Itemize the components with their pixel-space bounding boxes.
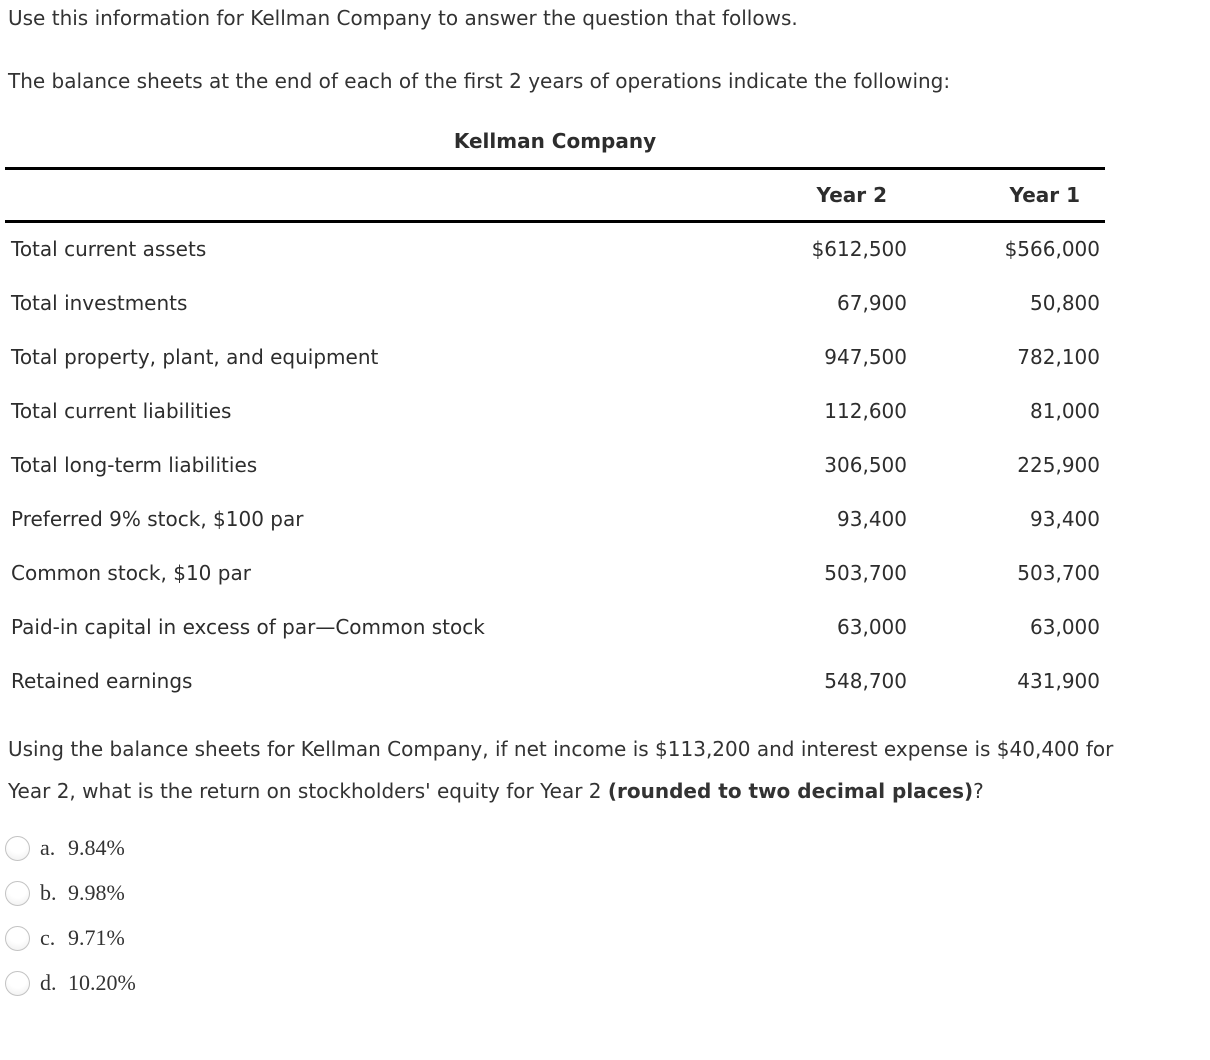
option-a-letter: a. bbox=[40, 835, 56, 860]
table-title: Kellman Company bbox=[453, 129, 657, 153]
radio-option-b[interactable] bbox=[5, 880, 30, 906]
year2-value: 306,500 bbox=[824, 452, 907, 477]
question-text-suffix: ? bbox=[973, 778, 984, 803]
header-empty-cell bbox=[5, 167, 717, 223]
option-d-letter: d. bbox=[40, 970, 57, 995]
option-c[interactable]: c. 9.71% bbox=[5, 916, 1210, 961]
row-label: Total investments bbox=[11, 290, 188, 315]
option-b[interactable]: b. 9.98% bbox=[5, 871, 1210, 916]
year1-value: 93,400 bbox=[1030, 506, 1100, 531]
option-a-value: 9.84% bbox=[68, 835, 125, 860]
option-b-value: 9.98% bbox=[68, 880, 125, 905]
table-row: Retained earnings 548,700 431,900 bbox=[5, 654, 1105, 708]
row-label: Retained earnings bbox=[11, 668, 193, 693]
year1-value: $566,000 bbox=[1004, 237, 1100, 262]
row-label: Total current assets bbox=[11, 237, 207, 262]
table-row: Preferred 9% stock, $100 par 93,400 93,4… bbox=[5, 492, 1105, 546]
option-c-letter: c. bbox=[40, 925, 56, 950]
year2-value: 503,700 bbox=[824, 560, 907, 585]
table-row: Total current assets $612,500 $566,000 bbox=[5, 222, 1105, 276]
option-b-letter: b. bbox=[40, 880, 57, 905]
row-label: Paid-in capital in excess of par—Common … bbox=[11, 614, 485, 639]
year1-value: 50,800 bbox=[1030, 290, 1100, 315]
option-d-value: 10.20% bbox=[68, 970, 136, 995]
row-label: Total long-term liabilities bbox=[11, 452, 258, 477]
question-text-bold: (rounded to two decimal places) bbox=[607, 778, 974, 803]
year2-value: 548,700 bbox=[824, 668, 907, 693]
year1-value: 782,100 bbox=[1017, 344, 1100, 369]
year2-value: 112,600 bbox=[824, 398, 907, 423]
table-row: Total investments 67,900 50,800 bbox=[5, 276, 1105, 330]
year2-value: 67,900 bbox=[837, 290, 907, 315]
year2-value: $612,500 bbox=[811, 237, 907, 262]
option-a[interactable]: a. 9.84% bbox=[5, 826, 1210, 871]
question-text-regular: Using the balance sheets for Kellman Com… bbox=[8, 736, 1114, 803]
year1-value: 63,000 bbox=[1030, 614, 1100, 639]
year2-value: 93,400 bbox=[837, 506, 907, 531]
option-c-value: 9.71% bbox=[68, 925, 125, 950]
header-year2: Year 2 bbox=[717, 167, 912, 223]
question-text: Using the balance sheets for Kellman Com… bbox=[8, 728, 1128, 812]
row-label: Common stock, $10 par bbox=[11, 560, 251, 585]
radio-option-a[interactable] bbox=[5, 835, 30, 861]
table-row: Common stock, $10 par 503,700 503,700 bbox=[5, 546, 1105, 600]
year1-value: 81,000 bbox=[1030, 398, 1100, 423]
answer-options: a. 9.84% b. 9.98% c. 9.71% d. 10.20% bbox=[5, 826, 1210, 1006]
radio-option-d[interactable] bbox=[5, 970, 30, 996]
year1-value: 225,900 bbox=[1017, 452, 1100, 477]
year2-value: 63,000 bbox=[837, 614, 907, 639]
option-d[interactable]: d. 10.20% bbox=[5, 961, 1210, 1006]
header-year1: Year 1 bbox=[912, 167, 1105, 223]
radio-option-c[interactable] bbox=[5, 925, 30, 951]
intro-text-1: Use this information for Kellman Company… bbox=[8, 6, 798, 30]
year1-value: 503,700 bbox=[1017, 560, 1100, 585]
table-row: Total property, plant, and equipment 947… bbox=[5, 330, 1105, 384]
row-label: Preferred 9% stock, $100 par bbox=[11, 506, 304, 531]
table-row: Total current liabilities 112,600 81,000 bbox=[5, 384, 1105, 438]
year2-value: 947,500 bbox=[824, 344, 907, 369]
row-label: Total current liabilities bbox=[11, 398, 232, 423]
row-label: Total property, plant, and equipment bbox=[11, 344, 379, 369]
table-header-row: Year 2 Year 1 bbox=[5, 167, 1105, 223]
balance-sheet-table: Year 2 Year 1 Total current assets $612,… bbox=[5, 167, 1105, 708]
table-row: Total long-term liabilities 306,500 225,… bbox=[5, 438, 1105, 492]
intro-text-2: The balance sheets at the end of each of… bbox=[8, 69, 951, 93]
table-row: Paid-in capital in excess of par—Common … bbox=[5, 600, 1105, 654]
year1-value: 431,900 bbox=[1017, 668, 1100, 693]
